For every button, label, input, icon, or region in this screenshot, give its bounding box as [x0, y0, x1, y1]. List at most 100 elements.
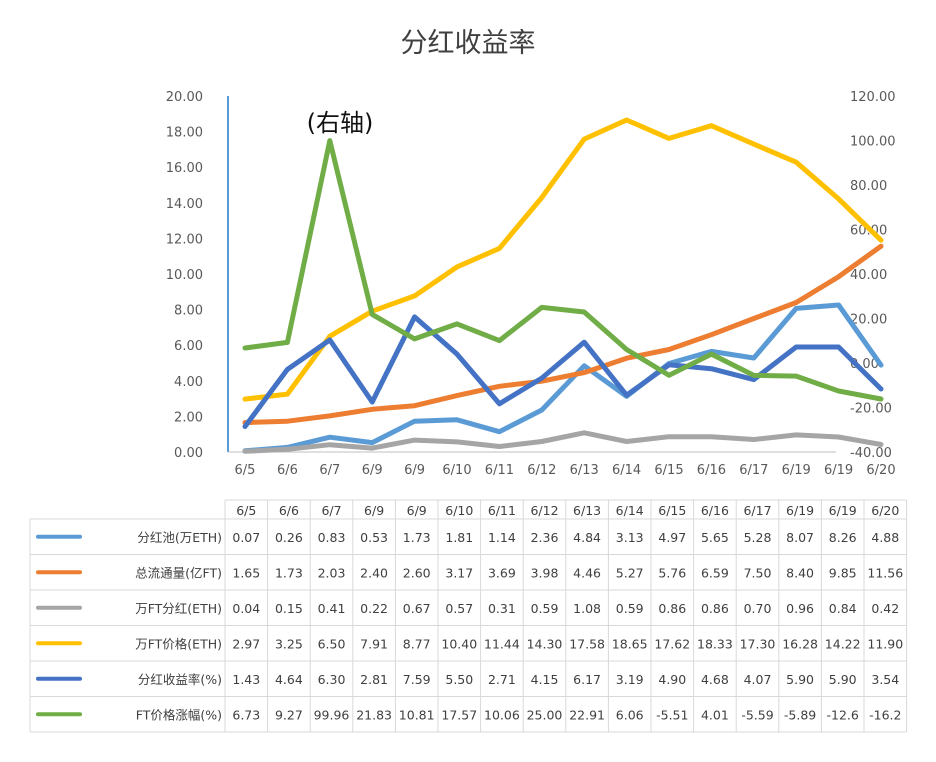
table-cell-value: 4.68	[701, 672, 729, 687]
data-point-5	[497, 338, 502, 343]
right-y-tick-label: 20.00	[850, 313, 887, 328]
table-cell-value: 1.08	[573, 601, 601, 616]
data-point-1	[794, 300, 799, 305]
data-point-2	[242, 449, 248, 454]
right-y-tick-label: 40.00	[850, 268, 887, 283]
table-cell-value: 21.83	[356, 707, 392, 722]
data-point-5	[836, 388, 841, 394]
table-cell-value: 0.41	[318, 601, 346, 616]
table-cell-value: 4.07	[744, 672, 772, 687]
data-point-5	[878, 396, 884, 402]
data-point-2	[878, 442, 884, 447]
data-point-0	[539, 407, 544, 413]
legend-label-4: 分红收益率(%)	[138, 672, 222, 687]
table-cell-value: 7.59	[403, 672, 431, 687]
table-header-label: 6/20	[871, 503, 899, 518]
table-cell-value: 4.84	[573, 530, 601, 545]
table-cell-value: 14.30	[527, 636, 563, 651]
data-point-2	[582, 430, 587, 435]
table-cell-value: 3.98	[531, 565, 559, 580]
table-cell-value: 1.73	[403, 530, 431, 545]
data-point-5	[709, 351, 714, 357]
data-point-3	[794, 160, 799, 165]
table-cell-value: 7.91	[360, 636, 388, 651]
data-point-2	[454, 439, 460, 445]
left-y-tick-label: 14.00	[166, 197, 203, 212]
table-header-label: 6/7	[321, 503, 341, 518]
table-cell-value: 1.14	[488, 530, 516, 545]
data-point-3	[454, 264, 460, 270]
table-cell-value: 5.27	[616, 565, 644, 580]
table-cell-value: 8.26	[829, 530, 857, 545]
data-point-3	[582, 136, 587, 142]
table-header-label: 6/16	[701, 503, 729, 518]
table-cell-value: 14.22	[825, 636, 861, 651]
data-point-3	[666, 136, 672, 141]
series-line-5	[242, 138, 884, 402]
table-header-label: 6/6	[279, 503, 299, 518]
table-cell-value: 9.27	[275, 707, 303, 722]
data-point-2	[412, 437, 417, 443]
table-cell-value: 18.65	[612, 636, 648, 651]
table-cell-value: 8.07	[786, 530, 814, 545]
x-tick-label: 6/9	[362, 463, 383, 478]
table-cell-value: 10.06	[484, 707, 520, 722]
table-cell-value: 3.25	[275, 636, 303, 651]
table-header-label: 6/17	[743, 503, 771, 518]
series-line-3	[242, 117, 884, 402]
table-cell-value: 0.86	[658, 601, 686, 616]
x-tick-label: 6/13	[570, 463, 599, 478]
table-cell-value: 0.04	[232, 601, 260, 616]
table-cell-value: 1.73	[275, 565, 303, 580]
table-cell-value: 3.17	[445, 565, 473, 580]
x-tick-label: 6/17	[739, 463, 768, 478]
table-header-label: 6/9	[407, 503, 427, 518]
data-point-3	[539, 195, 544, 200]
x-tick-label: 6/20	[866, 463, 895, 478]
table-cell-value: 5.76	[658, 565, 686, 580]
data-point-1	[285, 419, 290, 424]
data-point-2	[497, 444, 502, 449]
legend-label-2: 万FT分红(ETH)	[135, 601, 222, 616]
table-cell-value: 11.44	[484, 636, 520, 651]
series-line-4	[242, 314, 884, 429]
table-cell-value: 17.57	[441, 707, 477, 722]
data-point-5	[539, 305, 544, 310]
data-point-4	[539, 375, 544, 381]
table-cell-value: 18.33	[697, 636, 733, 651]
table-cell-value: 0.57	[445, 601, 473, 616]
data-point-5	[370, 312, 375, 317]
table-cell-value: 6.59	[701, 565, 729, 580]
left-y-tick-label: 18.00	[166, 126, 203, 141]
axes-group: 0.00 2.00 4.00 6.00 8.00 10.00 12.00 14.00 16.00…	[166, 90, 896, 478]
data-point-0	[794, 306, 799, 311]
table-cell-value: -5.89	[784, 707, 816, 722]
table-cell-value: 0.96	[786, 601, 814, 616]
data-point-4	[412, 314, 417, 320]
x-tick-label: 6/6	[277, 463, 298, 478]
table-cell-value: 4.64	[275, 672, 303, 687]
data-point-1	[836, 274, 841, 279]
left-y-tick-label: 6.00	[174, 339, 203, 354]
table-cell-value: 2.60	[403, 565, 431, 580]
data-point-0	[370, 440, 375, 445]
data-point-2	[666, 434, 672, 439]
x-tick-label: 6/12	[527, 463, 556, 478]
table-cell-value: 11.56	[867, 565, 903, 580]
data-point-2	[709, 434, 714, 439]
data-point-2	[539, 439, 544, 444]
data-point-4	[242, 424, 248, 429]
table-cell-value: 7.50	[744, 565, 772, 580]
data-point-3	[624, 117, 629, 123]
table-cell-value: 2.40	[360, 565, 388, 580]
table-cell-value: 17.30	[740, 636, 776, 651]
right-y-tick-label: 100.00	[850, 135, 896, 150]
table-cell-value: 8.40	[786, 565, 814, 580]
table-cell-value: 0.59	[616, 601, 644, 616]
left-y-tick-label: 4.00	[174, 375, 203, 390]
data-point-5	[666, 373, 672, 378]
data-point-2	[794, 432, 799, 438]
legend-label-1: 总流通量(亿FT)	[135, 565, 222, 580]
data-point-1	[751, 316, 756, 321]
